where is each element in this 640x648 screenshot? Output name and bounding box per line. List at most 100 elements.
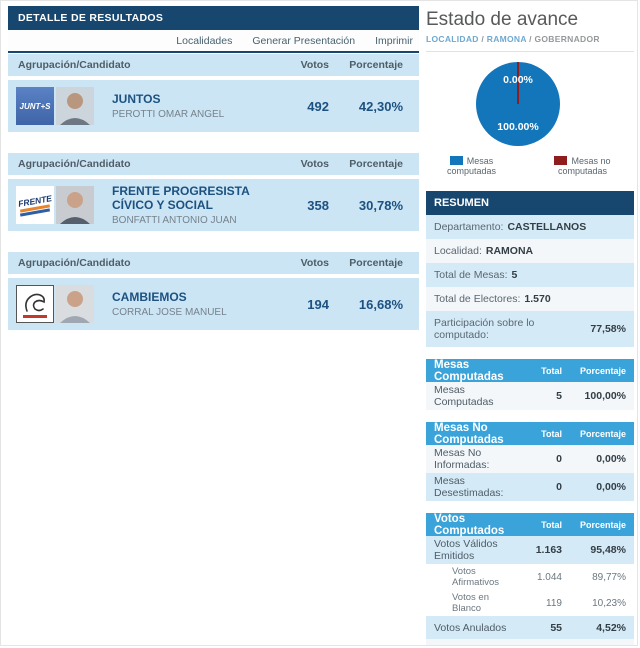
votes-value: 492: [307, 98, 329, 114]
candidate-row: FRENTE FRENTE PROGRESISTA CÍVICO Y SOCIA…: [8, 179, 419, 231]
percentage-value: 30,78%: [358, 197, 403, 213]
resumen-value: CASTELLANOS: [507, 221, 587, 233]
votes-value: 194: [307, 296, 329, 312]
toolbar: Localidades Generar Presentación Imprimi…: [8, 30, 419, 53]
person-avatar-icon: [56, 285, 94, 323]
resumen-value: RAMONA: [485, 245, 534, 257]
table-header: Mesas Computadas Total Porcentaje: [426, 359, 634, 383]
resumen-row: Participación sobre lo computado: 77,58%: [426, 311, 634, 347]
column-porcentaje: Porcentaje: [579, 519, 626, 530]
breadcrumb-ramona[interactable]: RAMONA: [486, 34, 527, 44]
resumen-value: 1.570: [524, 293, 551, 305]
row-label: Votos Válidos Emitidos: [434, 538, 498, 562]
table-header: Mesas No Computadas Total Porcentaje: [426, 421, 634, 446]
votos-computados-table: Votos Computados Total Porcentaje Votos …: [426, 512, 634, 646]
candidate-card: Agrupación/Candidato Votos Porcentaje: [8, 252, 419, 330]
pie-legend: Mesas computadas Mesas no computadas: [426, 156, 634, 176]
row-percentage: 95,48%: [590, 544, 626, 556]
localidades-link[interactable]: Localidades: [176, 34, 233, 47]
imprimir-link[interactable]: Imprimir: [375, 34, 413, 47]
resumen-label: Localidad:: [434, 245, 482, 257]
row-label: Mesas Computadas: [434, 384, 494, 408]
table-row: Votos Afirmativos 1.044 89,77%: [426, 564, 634, 590]
breadcrumb: LOCALIDAD / RAMONA / GOBERNADOR: [426, 34, 634, 52]
table-row: Votos Anulados 55 4,52%: [426, 616, 634, 639]
column-agrupacion: Agrupación/Candidato: [18, 59, 131, 71]
column-porcentaje: Porcentaje: [349, 158, 403, 170]
breadcrumb-separator: /: [526, 34, 535, 44]
breadcrumb-separator: /: [478, 34, 487, 44]
candidate-card: Agrupación/Candidato Votos Porcentaje JU…: [8, 54, 419, 132]
legend-item-no-computadas: Mesas no computadas: [531, 156, 634, 176]
logo-caption-bar: [23, 315, 47, 318]
progress-title: Estado de avance: [426, 9, 579, 30]
votes-value: 358: [307, 197, 329, 213]
table-title: Votos Computados: [434, 512, 505, 537]
row-percentage: 0,00%: [596, 481, 626, 493]
candidate-names: JUNTOS PEROTTI OMAR ANGEL: [94, 92, 267, 120]
row-total: 119: [546, 597, 562, 609]
table-row: Mesas Desestimadas: 0 0,00%: [426, 473, 634, 501]
candidate-name: PEROTTI OMAR ANGEL: [112, 109, 225, 120]
row-total: 55: [550, 621, 562, 634]
legend-label: Mesas computadas: [446, 156, 497, 176]
table-row: Votos Recurridos 0 0,00%: [426, 639, 634, 646]
row-total: 0: [516, 645, 562, 646]
row-label: Votos Afirmativos: [452, 566, 499, 588]
pie-chart: 0.00% 100.00% Mesas computadas Mesas no …: [426, 52, 634, 176]
breadcrumb-localidad[interactable]: LOCALIDAD: [426, 34, 479, 44]
column-agrupacion: Agrupación/Candidato: [18, 257, 131, 269]
table-row: Votos en Blanco 119 10,23%: [426, 590, 634, 616]
candidate-photo: [56, 186, 94, 224]
column-total: Total: [541, 428, 562, 439]
candidate-photo: [56, 87, 94, 125]
party-logo-cambiemos: [16, 285, 54, 323]
row-total: 5: [556, 390, 562, 402]
resumen-label: Participación sobre lo computado:: [434, 317, 535, 341]
table-row: Mesas Computadas 5 100,00%: [426, 382, 634, 410]
column-votos: Votos: [300, 158, 329, 170]
table-title: Mesas No Computadas: [434, 421, 504, 446]
pie-label-zero: 0.00%: [503, 74, 533, 86]
card-header-row: Agrupación/Candidato Votos Porcentaje: [8, 252, 419, 274]
flexed-arm-icon: [25, 293, 45, 312]
candidate-photo: [56, 285, 94, 323]
row-total: 0: [556, 481, 562, 493]
resumen-label: Total de Electores:: [434, 293, 521, 305]
candidate-names: FRENTE PROGRESISTA CÍVICO Y SOCIAL BONFA…: [94, 184, 267, 226]
row-label: Mesas Desestimadas:: [434, 475, 504, 499]
results-detail-panel: DETALLE DE RESULTADOS Localidades Genera…: [8, 6, 419, 330]
person-avatar-icon: [56, 186, 94, 224]
resumen-value: 77,58%: [590, 323, 626, 335]
resumen-label: Total de Mesas:: [434, 269, 508, 281]
person-avatar-icon: [56, 87, 94, 125]
candidate-card: Agrupación/Candidato Votos Porcentaje FR…: [8, 153, 419, 231]
row-label: Votos Anulados: [434, 621, 507, 634]
percentage-value: 42,30%: [358, 98, 403, 114]
table-row: Mesas No Informadas: 0 0,00%: [426, 445, 634, 473]
generar-presentacion-link[interactable]: Generar Presentación: [252, 34, 356, 47]
legend-swatch-red: [554, 156, 568, 165]
table-header: Votos Computados Total Porcentaje: [426, 512, 634, 537]
column-total: Total: [541, 365, 562, 376]
table-row: Votos Válidos Emitidos 1.163 95,48%: [426, 536, 634, 564]
column-total: Total: [541, 519, 562, 530]
progress-panel: Estado de avance LOCALIDAD / RAMONA / GO…: [426, 6, 634, 646]
mesas-pie-chart: 0.00% 100.00%: [476, 62, 560, 146]
column-porcentaje: Porcentaje: [349, 59, 403, 71]
resumen-header: RESUMEN: [426, 191, 634, 215]
row-percentage: 89,77%: [592, 571, 626, 583]
resumen-label: Departamento:: [434, 221, 504, 233]
candidate-name: BONFATTI ANTONIO JUAN: [112, 215, 237, 226]
candidate-row: CAMBIEMOS CORRAL JOSE MANUEL 194 16,68%: [8, 278, 419, 330]
resumen-value: 5: [511, 269, 518, 281]
column-votos: Votos: [300, 59, 329, 71]
candidate-row: JUNT+S JUNTOS PEROTTI OMAR ANGEL 492 42,…: [8, 80, 419, 132]
column-porcentaje: Porcentaje: [579, 365, 626, 376]
party-name: CAMBIEMOS: [112, 290, 187, 304]
mesas-no-computadas-table: Mesas No Computadas Total Porcentaje Mes…: [426, 422, 634, 501]
party-name: JUNTOS: [112, 92, 161, 106]
row-percentage: 0,00%: [562, 645, 626, 646]
row-label: Mesas No Informadas:: [434, 447, 490, 471]
